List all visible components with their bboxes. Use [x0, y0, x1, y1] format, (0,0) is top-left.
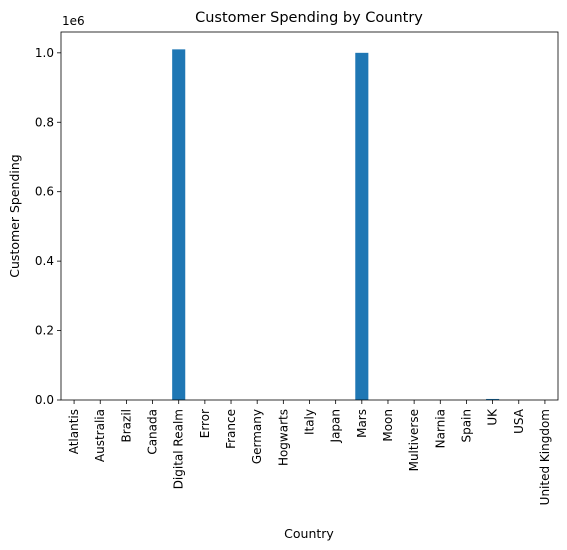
- x-tick-label: Spain: [459, 409, 473, 443]
- x-tick-label: Italy: [303, 409, 317, 435]
- x-axis-label: Country: [284, 526, 334, 541]
- x-tick-label: Australia: [93, 409, 107, 462]
- bar: [172, 49, 186, 401]
- x-tick-label: Brazil: [119, 409, 133, 443]
- plot-frame: [60, 31, 559, 401]
- y-axis-offset-label: 1e6: [62, 14, 85, 28]
- x-tick-label: Error: [198, 409, 212, 438]
- x-tick-label: Moon: [381, 409, 395, 442]
- bars-group: [172, 49, 500, 401]
- bar: [486, 398, 500, 400]
- y-ticks-group: 0.0 0.2 0.4 0.6 0.8 1.0: [35, 46, 61, 407]
- bar: [355, 52, 369, 400]
- x-tick-label: Mars: [355, 409, 369, 438]
- y-tick-label: 1.0: [35, 46, 54, 60]
- x-tick-label: UK: [486, 408, 500, 426]
- x-tick-label: Digital Realm: [172, 409, 186, 489]
- x-tick-label: Japan: [329, 409, 343, 443]
- x-tick-label: France: [224, 409, 238, 449]
- x-tick-label: Canada: [146, 409, 160, 455]
- y-tick-label: 0.8: [35, 115, 54, 129]
- y-tick-label: 0.2: [35, 324, 54, 338]
- x-tick-label: Hogwarts: [276, 409, 290, 466]
- y-tick-label: 0.6: [35, 185, 54, 199]
- x-tick-label: USA: [512, 408, 526, 434]
- x-tick-label: Atlantis: [67, 409, 81, 454]
- y-axis-label: Customer Spending: [7, 154, 22, 277]
- y-tick-label: 0.4: [35, 254, 54, 268]
- x-tick-label: United Kingdom: [538, 409, 552, 505]
- chart-title: Customer Spending by Country: [195, 10, 423, 26]
- x-tick-label: Narnia: [433, 409, 447, 448]
- x-ticks-group: Atlantis Australia Brazil Canada Digital Rea…: [67, 400, 552, 505]
- x-tick-label: Multiverse: [407, 409, 421, 471]
- y-tick-label: 0.0: [35, 393, 54, 407]
- x-tick-label: Germany: [250, 409, 264, 464]
